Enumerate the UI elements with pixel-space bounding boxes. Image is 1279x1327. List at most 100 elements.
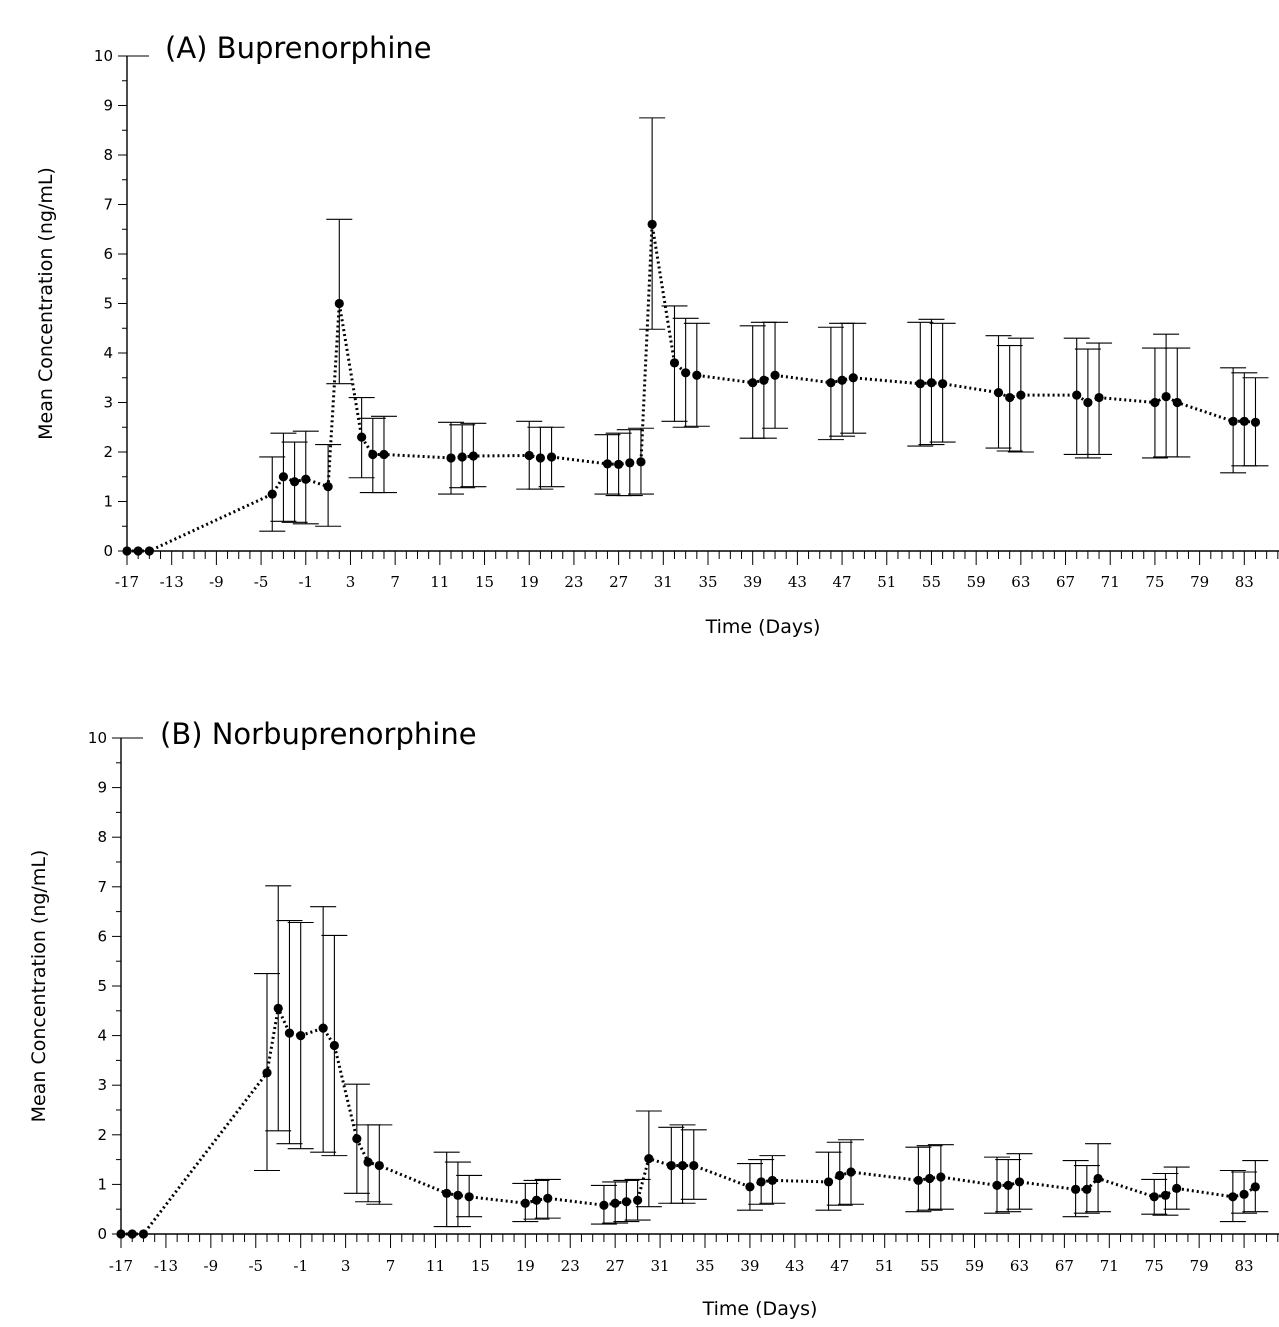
chart-1-x-tick-label: -13: [154, 1257, 178, 1275]
chart-0-data-point: [1005, 392, 1015, 403]
chart-1-data-point: [296, 1031, 306, 1041]
chart-0-x-tick-label: -5: [254, 573, 269, 591]
chart-0-data-point: [625, 458, 635, 468]
chart-0-x-tick-label: 67: [1056, 573, 1075, 591]
chart-0-data-point: [669, 358, 680, 368]
chart-1-x-tick-label: -1: [293, 1257, 308, 1275]
chart-1-y-tick-label: 2: [97, 1126, 107, 1144]
chart-0-data-point: [1228, 416, 1238, 426]
chart-0-x-tick-label: 19: [520, 573, 539, 591]
chart-0-data-point: [681, 368, 691, 378]
chart-0-data-point: [602, 459, 613, 469]
chart-1-x-tick-label: 79: [1190, 1257, 1209, 1275]
chart-0-data-point: [1239, 416, 1249, 426]
chart-1-data-point: [913, 1175, 923, 1186]
chart-1-data-point: [633, 1195, 643, 1205]
chart-0-x-tick-label: 23: [564, 573, 583, 591]
chart-0-x-tick-label: 3: [346, 573, 356, 591]
chart-0-y-tick-label: 7: [103, 196, 113, 214]
chart-1-data-point: [273, 1003, 283, 1013]
chart-1-data-point: [745, 1182, 755, 1192]
chart-1-y-tick-label: 0: [97, 1225, 107, 1243]
chart-0-data-point: [614, 459, 624, 469]
chart-1-data-point: [138, 1229, 149, 1239]
chart-1-data-point: [116, 1229, 126, 1239]
chart-1-x-tick-label: 15: [471, 1257, 490, 1275]
chart-0-data-point: [301, 474, 311, 484]
chart-0-data-point: [524, 450, 534, 461]
chart-0-y-tick-label: 5: [103, 295, 113, 313]
chart-1-data-point: [520, 1198, 530, 1208]
chart-1-data-point: [318, 1023, 328, 1033]
chart-1-series-line: [121, 1003, 1257, 1236]
chart-1-data-point: [835, 1170, 845, 1181]
chart-0-data-point: [1016, 390, 1026, 400]
chart-1-data-point: [621, 1197, 631, 1207]
chart-1-data-point: [644, 1154, 654, 1164]
chart-0-x-tick-label: 35: [698, 573, 717, 591]
chart-1-x-tick-label: -9: [204, 1257, 219, 1275]
chart-0-data-point: [457, 452, 467, 462]
chart-1-y-tick-label: 7: [97, 878, 107, 896]
chart-1-data-point: [1172, 1183, 1182, 1193]
chart-0-data-point: [692, 370, 702, 380]
chart-1-data-point: [1250, 1182, 1260, 1192]
chart-1-data-point: [756, 1177, 766, 1187]
chart-0-y-tick-label: 8: [103, 146, 113, 164]
chart-0-data-point: [278, 472, 289, 482]
chart-1-x-tick-label: 43: [785, 1257, 804, 1275]
chart-0-data-point: [546, 452, 557, 462]
chart-1-x-tick-label: 31: [651, 1257, 670, 1275]
chart-1-data-point: [936, 1172, 946, 1182]
chart-1-data-point: [543, 1193, 553, 1203]
chart-0-x-tick-label: 39: [743, 573, 762, 591]
chart-0-data-point: [1161, 391, 1171, 402]
chart-1-x-tick-label: 39: [740, 1257, 759, 1275]
chart-1-data-point: [262, 1068, 272, 1078]
chart-0-data-point: [1072, 390, 1082, 400]
chart-0-data-point: [144, 546, 154, 556]
chart-0-y-tick-label: 2: [103, 443, 113, 461]
chart-1-data-point: [453, 1190, 463, 1200]
chart-0-data-point: [1150, 397, 1160, 408]
chart-1-data-point: [464, 1192, 474, 1202]
chart-1-data-point: [689, 1160, 699, 1171]
chart-0-y-tick-label: 4: [103, 344, 113, 362]
chart-0-data-point: [357, 432, 367, 442]
chart-1-x-tick-label: 59: [965, 1257, 984, 1275]
chart-0-data-point: [267, 489, 277, 499]
chart-0-data-point: [1250, 417, 1261, 427]
chart-0-data-point: [748, 378, 758, 388]
chart-1-x-tick-label: 19: [516, 1257, 535, 1275]
chart-0-y-axis-label: Mean Concentration (ng/mL): [35, 167, 57, 440]
chart-1-x-tick-label: 11: [426, 1257, 445, 1275]
chart-0-x-tick-label: -13: [160, 573, 184, 591]
chart-1-data-point: [610, 1198, 620, 1208]
chart-1-data-point: [1071, 1184, 1081, 1194]
chart-1-x-tick-label: -17: [109, 1257, 133, 1275]
chart-1-data-point: [127, 1229, 137, 1239]
chart-1-x-tick-label: 55: [920, 1257, 939, 1275]
chart-0-x-tick-label: 63: [1011, 573, 1030, 591]
chart-1-x-tick-label: 71: [1100, 1257, 1119, 1275]
chart-0-y-tick-label: 9: [103, 97, 113, 115]
chart-1-data-point: [363, 1157, 373, 1167]
chart-0-x-tick-label: 43: [788, 573, 807, 591]
chart-1-data-point: [352, 1134, 362, 1144]
chart-1-data-point: [1149, 1192, 1159, 1202]
chart-0-data-point: [915, 379, 925, 389]
chart-0-x-tick-label: 71: [1101, 573, 1120, 591]
chart-1-x-tick-label: 51: [875, 1257, 894, 1275]
chart-0-data-point: [289, 477, 300, 487]
chart-1-title: (B) Norbuprenorphine: [160, 717, 477, 751]
chart-0-x-tick-label: -9: [209, 573, 224, 591]
chart-0-y-tick-label: 10: [94, 47, 113, 65]
chart-0-data-point: [993, 388, 1004, 398]
chart-1-y-tick-label: 3: [97, 1076, 107, 1094]
chart-0-x-tick-label: 7: [390, 573, 400, 591]
chart-0-data-point: [1172, 397, 1182, 408]
chart-1-data-point: [677, 1160, 688, 1171]
chart-0-data-point: [770, 370, 780, 380]
chart-1-data-point: [1160, 1190, 1171, 1200]
